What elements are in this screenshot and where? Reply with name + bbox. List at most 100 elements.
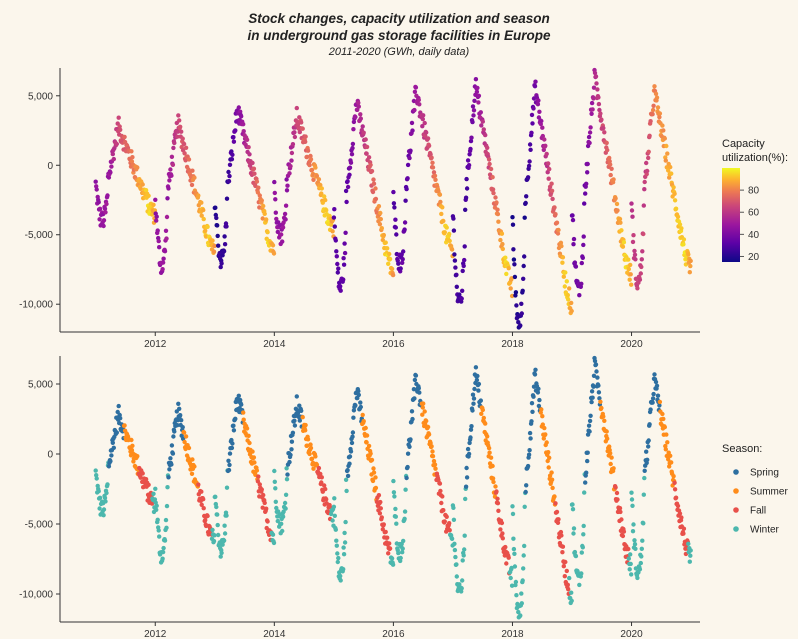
bottom-data-point: [650, 400, 655, 405]
top-data-point: [151, 202, 156, 207]
bottom-data-point: [168, 456, 173, 461]
bottom-data-point: [486, 445, 492, 451]
bottom-data-point: [663, 447, 668, 452]
top-data-point: [590, 107, 595, 112]
bottom-data-point: [251, 455, 257, 460]
top-data-point: [331, 215, 337, 220]
top-data-point: [226, 169, 231, 175]
bottom-data-point: [495, 501, 501, 506]
bottom-data-point: [162, 538, 168, 543]
top-data-point: [153, 197, 158, 202]
top-data-point: [665, 151, 670, 156]
bottom-data-point: [509, 565, 514, 571]
top-data-point: [644, 160, 649, 166]
top-data-point: [441, 218, 446, 224]
top-data-point: [620, 244, 626, 249]
bottom-data-point: [430, 454, 436, 459]
bottom-data-point: [300, 415, 305, 420]
bottom-data-point: [540, 422, 545, 427]
top-data-point: [392, 205, 397, 210]
bottom-data-point: [471, 396, 477, 401]
top-data-point: [283, 217, 288, 222]
bottom-data-point: [626, 546, 631, 552]
top-data-point: [318, 182, 323, 188]
top-data-point: [203, 228, 208, 233]
bottom-data-point: [608, 451, 613, 456]
top-data-point: [550, 196, 555, 202]
top-data-point: [330, 229, 335, 234]
top-data-point: [672, 198, 678, 203]
bottom-data-point: [471, 401, 476, 406]
top-data-point: [547, 166, 552, 172]
top-data-point: [673, 206, 679, 211]
bottom-data-point: [521, 566, 526, 571]
bottom-data-point: [522, 504, 527, 509]
bottom-data-point: [219, 550, 224, 556]
top-data-point: [345, 179, 350, 184]
bottom-data-point: [343, 519, 348, 525]
bottom-data-point: [342, 530, 347, 536]
top-data-point: [504, 271, 509, 277]
top-data-point: [638, 271, 643, 276]
bottom-data-point: [592, 358, 598, 364]
bottom-data-point: [227, 462, 232, 468]
bottom-data-point: [460, 578, 465, 583]
top-data-point: [342, 250, 348, 256]
bottom-data-point: [102, 495, 108, 501]
top-data-point: [361, 130, 366, 135]
bottom-data-point: [199, 502, 204, 507]
top-data-point: [177, 118, 182, 123]
bottom-data-point: [303, 428, 308, 433]
top-data-point: [176, 113, 181, 118]
bottom-data-point: [319, 475, 324, 480]
top-data-point: [559, 243, 564, 249]
bottom-data-point: [593, 362, 599, 367]
bottom-data-point: [227, 451, 233, 456]
bottom-data-point: [635, 575, 640, 581]
top-data-point: [428, 152, 433, 157]
top-data-point: [351, 127, 356, 132]
bottom-y-ticks: -10,000 -5,000 0 5,000: [19, 380, 60, 601]
bottom-data-point: [341, 545, 346, 550]
top-data-point: [404, 186, 409, 192]
top-data-point: [182, 151, 187, 156]
top-data-point: [377, 222, 383, 227]
top-data-point: [595, 87, 600, 92]
top-data-point: [356, 104, 361, 109]
bottom-data-point: [309, 456, 315, 461]
top-data-point: [102, 206, 108, 211]
bottom-data-point: [393, 514, 398, 519]
top-data-point: [476, 100, 481, 105]
top-data-point: [554, 220, 560, 225]
bottom-data-point: [213, 494, 218, 499]
top-data-point: [280, 239, 285, 244]
top-data-point: [300, 126, 305, 131]
bottom-data-point: [629, 497, 635, 502]
bottom-data-point: [186, 445, 192, 451]
bottom-data-point: [581, 532, 586, 537]
top-data-point: [626, 257, 631, 262]
bottom-data-point: [169, 462, 174, 467]
top-data-point: [527, 159, 532, 164]
top-data-point: [421, 113, 426, 118]
top-data-point: [390, 272, 396, 278]
bottom-data-point: [630, 529, 636, 534]
top-data-point: [641, 231, 646, 237]
bottom-data-point: [216, 532, 221, 538]
bottom-data-point: [335, 559, 340, 565]
bottom-data-point: [122, 423, 127, 428]
top-data-point: [169, 173, 174, 178]
bottom-data-point: [463, 484, 469, 489]
top-data-point: [531, 106, 536, 111]
top-data-point: [511, 247, 516, 252]
top-data-point: [677, 222, 683, 227]
top-x-ticks: 2012 2014 2016 2018 2020: [144, 332, 643, 350]
top-data-point: [334, 254, 339, 259]
top-data-point: [192, 175, 197, 180]
top-data-point: [272, 190, 277, 196]
season-legend-label-fall: Fall: [750, 506, 766, 517]
bottom-data-point: [430, 449, 435, 454]
top-data-point: [467, 152, 472, 157]
top-data-point: [506, 266, 511, 271]
top-data-point: [570, 217, 576, 223]
